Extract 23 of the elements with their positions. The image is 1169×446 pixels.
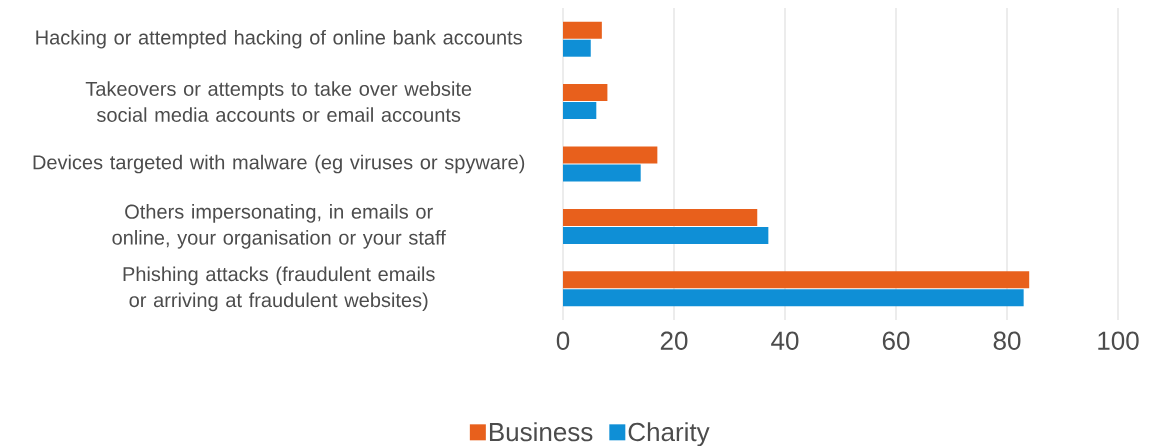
- x-tick-label: 20: [660, 331, 688, 350]
- x-tick-label: 0: [556, 331, 570, 350]
- legend-label: Business: [489, 421, 593, 442]
- y-tick-label: Takeovers or attempts to take over website social media accounts or email accounts: [85, 81, 472, 122]
- y-tick-label: Phishing attacks (fraudulent emails or arriving at fraudulent websites): [123, 266, 435, 311]
- y-tick-label: Devices targeted with malware (eg viruses or spyware): [33, 154, 525, 174]
- y-tick-label: Hacking or attempted hacking of online bank accounts: [36, 29, 522, 49]
- legend-label: Charity: [628, 421, 710, 446]
- bar: [563, 289, 1024, 307]
- bar: [563, 208, 758, 226]
- bar: [563, 101, 597, 119]
- x-tick-label: 80: [993, 331, 1021, 350]
- y-tick-label: Others impersonating, in emails or online, your organisation or your staff: [112, 203, 446, 249]
- bar: [563, 164, 641, 182]
- bar: [563, 146, 658, 164]
- bar: [563, 21, 602, 39]
- x-tick-label: 40: [771, 331, 799, 350]
- bar: [563, 83, 608, 101]
- bar: [563, 271, 1030, 289]
- bar: [563, 39, 591, 57]
- x-tick-label: 60: [882, 331, 910, 350]
- bar: [563, 226, 769, 244]
- x-tick-label: 100: [1098, 331, 1139, 350]
